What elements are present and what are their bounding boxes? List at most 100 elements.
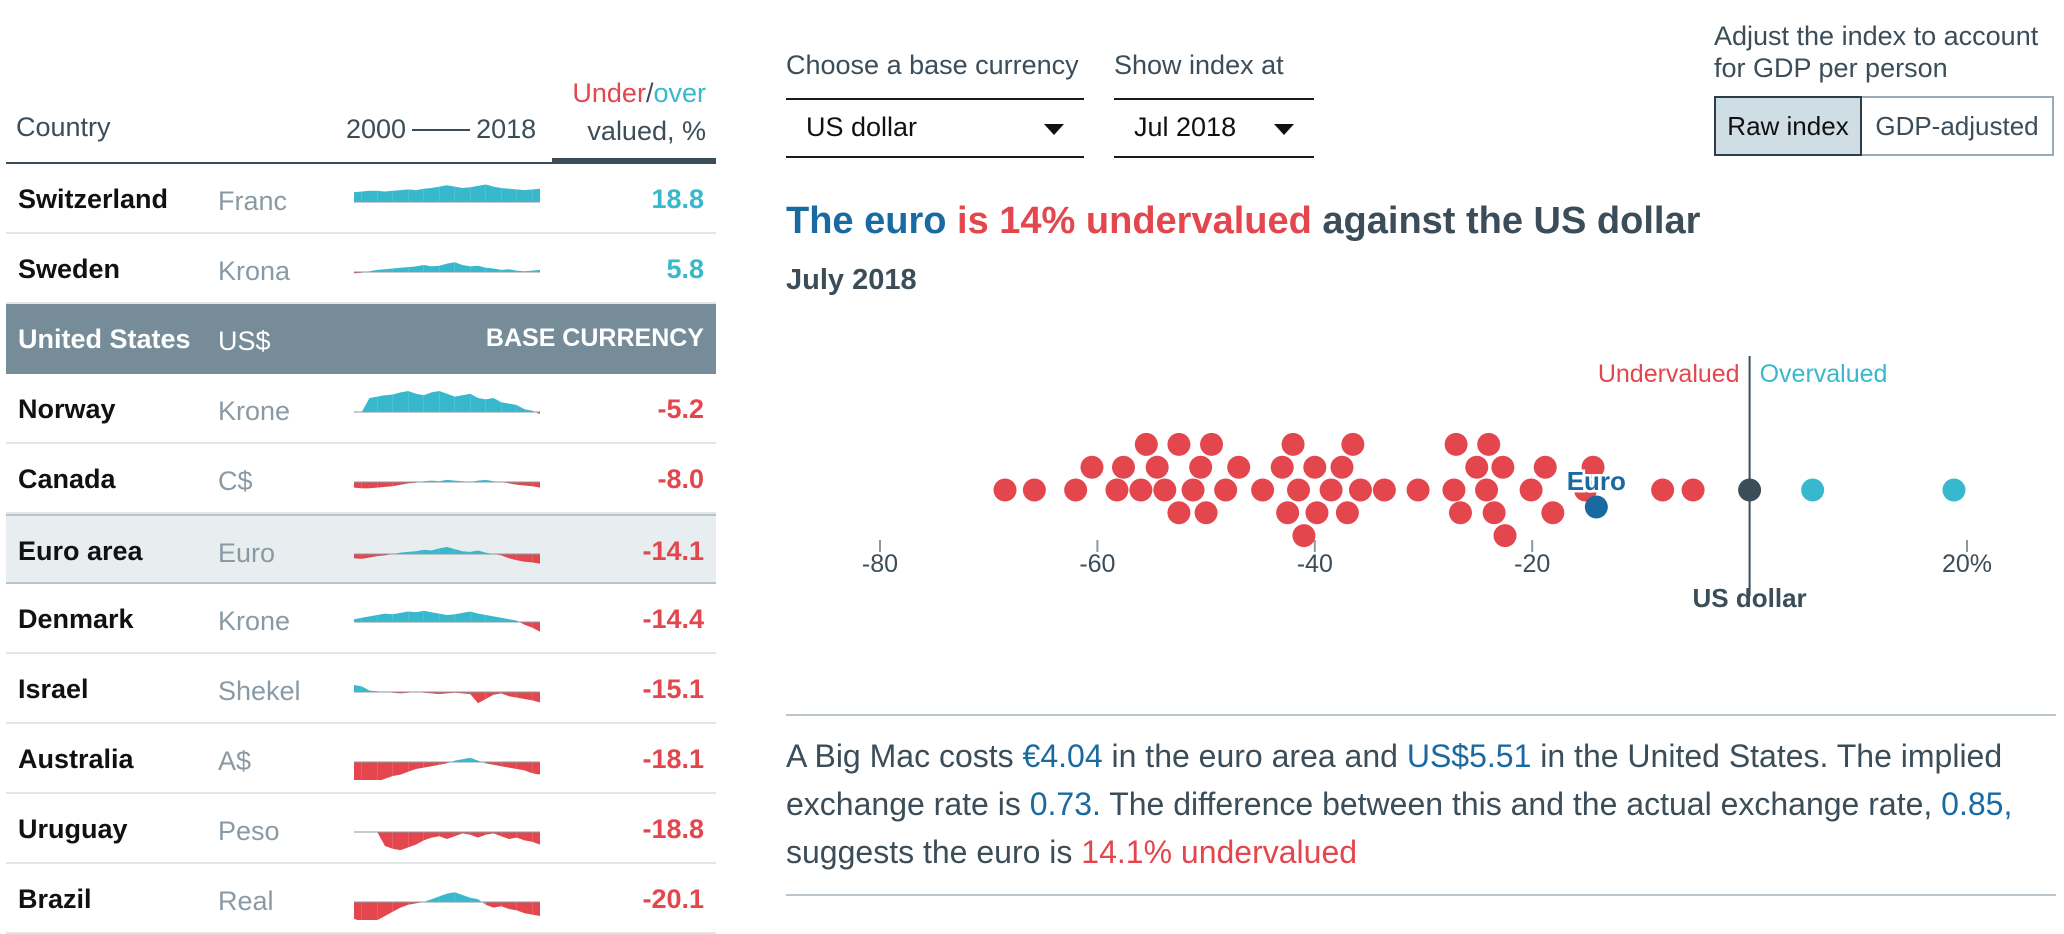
- table-row[interactable]: Norway Krone -5.2: [6, 374, 716, 444]
- sparkline: [354, 892, 540, 920]
- country-table: Country 2000 2018 Under/over valued, % S…: [6, 0, 716, 934]
- sparkline-segment: [439, 832, 447, 839]
- country-dot: [1167, 432, 1191, 456]
- sparkline-segment: [369, 762, 378, 780]
- over-label: over: [653, 78, 706, 108]
- base-currency-dropdown[interactable]: US dollar: [786, 98, 1084, 158]
- sparkline-segment: [354, 554, 362, 559]
- sparkline-segment: [462, 895, 471, 902]
- table-row[interactable]: United States US$ BASE CURRENCY: [6, 304, 716, 374]
- bottom-divider: [786, 894, 2056, 896]
- table-header: Country 2000 2018 Under/over valued, %: [6, 0, 716, 164]
- table-row[interactable]: Sweden Krona 5.8: [6, 234, 716, 304]
- country-dot: [1129, 478, 1153, 502]
- country-dot: [1181, 478, 1205, 502]
- sparkline-segment: [369, 269, 378, 272]
- sparkline-segment: [439, 692, 447, 695]
- sparkline-segment: [377, 482, 385, 488]
- sparkline-segment: [478, 613, 486, 622]
- sparkline-segment: [509, 619, 517, 622]
- country-dot: [1335, 501, 1359, 525]
- sparkline-segment: [509, 482, 517, 485]
- sparkline-segment: [439, 547, 447, 554]
- sparkline-segment: [377, 762, 385, 780]
- sparkline-segment: [462, 187, 471, 202]
- sparkline-segment: [447, 892, 455, 902]
- sparkline: [354, 262, 540, 274]
- sparkline-segment: [392, 482, 401, 487]
- sparkline-segment: [524, 189, 533, 202]
- sparkline-segment: [501, 617, 509, 622]
- country-dot: [1022, 478, 1046, 502]
- country-column-header[interactable]: Country: [16, 112, 111, 142]
- sparkline-segment: [408, 902, 416, 905]
- country-dot: [1292, 524, 1316, 548]
- sparkline-segment: [392, 902, 401, 912]
- sparkline-segment: [408, 391, 416, 412]
- table-row[interactable]: Switzerland Franc 18.8: [6, 164, 716, 234]
- table-row[interactable]: Israel Shekel -15.1: [6, 654, 716, 724]
- gdp-adjusted-button[interactable]: GDP-adjusted: [1862, 96, 2054, 156]
- explain-text-4: The difference between this and the actu…: [1100, 786, 1942, 822]
- sparkline-segment: [354, 482, 362, 489]
- sparkline-segment: [485, 615, 494, 622]
- title-rest: against the US dollar: [1322, 200, 1701, 242]
- valuation-value: -15.1: [642, 674, 704, 704]
- sparkline: [354, 831, 540, 850]
- sparkline-segment: [454, 549, 463, 554]
- explain-text-5: suggests the euro is: [786, 834, 1082, 870]
- sparkline-segment: [447, 393, 455, 412]
- sparkline-segment: [431, 548, 440, 554]
- country-dot: [1080, 455, 1104, 479]
- sparkline-segment: [485, 762, 494, 765]
- sparkline: [354, 391, 540, 415]
- sparkline-segment: [423, 265, 432, 272]
- year-end-label: 2018: [476, 114, 537, 144]
- sparkline-segment: [509, 832, 517, 839]
- country-dot: [1281, 432, 1305, 456]
- table-row[interactable]: Australia A$ -18.1: [6, 724, 716, 794]
- raw-index-button[interactable]: Raw index: [1714, 96, 1862, 156]
- x-tick-label: -40: [1297, 550, 1333, 578]
- table-row[interactable]: Canada C$ -8.0: [6, 444, 716, 514]
- sparkline-segment: [369, 902, 378, 920]
- sparkline: [354, 479, 540, 489]
- sparkline-segment: [501, 188, 509, 202]
- country-dot: [1189, 455, 1213, 479]
- sparkline-segment: [493, 186, 502, 202]
- country-name: Norway: [18, 394, 116, 424]
- sparkline-segment: [493, 616, 502, 622]
- sparkline-segment: [462, 551, 471, 554]
- sparkline-segment: [509, 554, 517, 561]
- sparkline-segment: [454, 832, 463, 837]
- currency-name: Shekel: [218, 676, 301, 706]
- sparkline-segment: [516, 189, 525, 202]
- country-dot: [1348, 478, 1372, 502]
- currency-name: Real: [218, 886, 274, 916]
- sparkline-segment: [385, 394, 393, 412]
- sparkline-segment: [423, 832, 432, 841]
- country-dot: [1227, 455, 1251, 479]
- sparkline-segment: [400, 391, 409, 412]
- sparkline-segment: [385, 482, 393, 487]
- explanation-text: A Big Mac costs €4.04 in the euro area a…: [786, 732, 2046, 876]
- sparkline-segment: [431, 186, 440, 202]
- table-row[interactable]: Brazil Real -20.1: [6, 864, 716, 934]
- sparkline-segment: [501, 762, 509, 768]
- adjust-index-line-1: Adjust the index to account: [1714, 21, 2039, 51]
- table-row[interactable]: Uruguay Peso -18.8: [6, 794, 716, 864]
- index-date-dropdown[interactable]: Jul 2018: [1114, 98, 1314, 158]
- overvalued-label: Overvalued: [1760, 360, 1888, 388]
- valuation-column-header[interactable]: Under/over valued, %: [572, 74, 706, 150]
- sparkline-segment: [470, 757, 478, 762]
- sparkline-segment: [354, 617, 362, 622]
- sparkline-segment: [400, 267, 409, 272]
- sparkline-segment: [408, 266, 416, 272]
- year-start-label: 2000: [346, 114, 407, 144]
- country-dot: [1214, 478, 1238, 502]
- sparkline-segment: [454, 262, 463, 272]
- table-row[interactable]: Denmark Krone -14.4: [6, 584, 716, 654]
- country-dot: [1200, 432, 1224, 456]
- table-row[interactable]: Euro area Euro -14.1: [6, 514, 716, 584]
- country-dot: [1270, 455, 1294, 479]
